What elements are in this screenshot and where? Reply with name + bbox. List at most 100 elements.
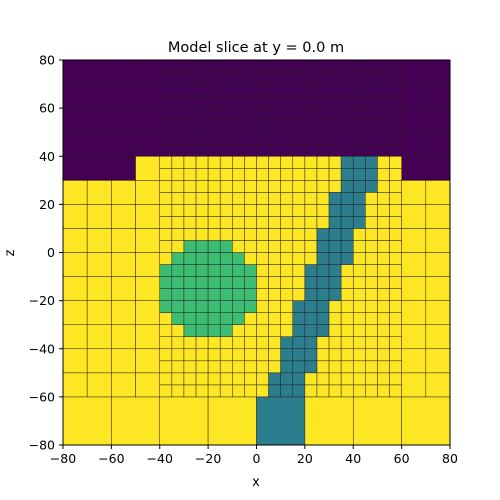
- mesh-cell-sphere: [159, 276, 173, 289]
- mesh-cell-air: [86, 107, 112, 133]
- mesh-cell-air: [159, 143, 173, 157]
- mesh-cell-air: [232, 59, 245, 73]
- mesh-cell-dipping_block: [292, 372, 306, 386]
- mesh-cell-air: [425, 83, 451, 109]
- mesh-cell-air: [377, 143, 390, 157]
- mesh-cell-background: [62, 348, 88, 374]
- mesh-cell-background: [62, 396, 112, 446]
- mesh-cell-air: [389, 71, 402, 85]
- mesh-cell-background: [232, 192, 245, 205]
- mesh-cell-background: [340, 384, 354, 398]
- mesh-cell-background: [365, 216, 378, 229]
- mesh-cell-background: [365, 264, 378, 277]
- x-tick-label: 60: [394, 451, 410, 466]
- mesh-cell-background: [268, 240, 281, 253]
- mesh-cell-dipping_block: [352, 216, 366, 229]
- mesh-cell-air: [377, 107, 390, 121]
- mesh-cell-background: [389, 240, 402, 253]
- mesh-cell-air: [232, 71, 245, 85]
- mesh-cell-sphere: [183, 312, 197, 325]
- mesh-cell-dipping_block: [304, 348, 318, 362]
- mesh-cell-air: [365, 71, 378, 85]
- mesh-cell-background: [352, 288, 366, 301]
- mesh-cell-background: [304, 155, 318, 169]
- mesh-cell-background: [316, 155, 330, 169]
- y-tick-label: 60: [39, 101, 55, 116]
- mesh-cell-dipping_block: [292, 300, 306, 313]
- mesh-cell-background: [425, 228, 451, 253]
- mesh-cell-sphere: [195, 240, 209, 253]
- mesh-cell-background: [280, 216, 294, 229]
- mesh-cell-background: [171, 216, 185, 229]
- mesh-cell-background: [256, 252, 269, 265]
- mesh-cell-background: [280, 240, 294, 253]
- mesh-cell-sphere: [244, 264, 257, 277]
- x-tick-label: −60: [98, 451, 124, 466]
- mesh-cell-background: [244, 155, 257, 169]
- mesh-cell-dipping_block: [365, 168, 378, 181]
- mesh-cell-background: [207, 204, 221, 217]
- mesh-cell-air: [183, 119, 197, 133]
- mesh-cell-air: [425, 107, 451, 133]
- mesh-cell-air: [207, 71, 221, 85]
- mesh-cell-dipping_block: [316, 324, 330, 337]
- mesh-cell-air: [171, 131, 185, 145]
- mesh-cell-background: [389, 180, 402, 193]
- mesh-cell-air: [232, 83, 245, 97]
- mesh-cell-background: [377, 216, 390, 229]
- mesh-cell-air: [365, 119, 378, 133]
- mesh-cell-background: [219, 192, 233, 205]
- mesh-cell-background: [268, 204, 281, 217]
- mesh-cell-background: [389, 228, 402, 241]
- mesh-cell-background: [195, 360, 209, 374]
- mesh-cell-air: [111, 107, 136, 133]
- mesh-cell-sphere: [171, 252, 185, 265]
- mesh-cell-background: [340, 348, 354, 362]
- mesh-cell-background: [377, 180, 390, 193]
- mesh-cell-air: [219, 119, 233, 133]
- mesh-cell-air: [340, 59, 354, 73]
- mesh-cell-background: [219, 384, 233, 398]
- mesh-cell-background: [219, 372, 233, 386]
- mesh-cell-background: [219, 360, 233, 374]
- mesh-cell-background: [352, 324, 366, 337]
- mesh-cell-background: [377, 264, 390, 277]
- mesh-cell-air: [292, 59, 306, 73]
- mesh-cell-background: [159, 228, 173, 241]
- mesh-cell-background: [159, 216, 173, 229]
- mesh-cell-background: [377, 240, 390, 253]
- mesh-cell-dipping_block: [340, 180, 354, 193]
- mesh-cell-background: [352, 300, 366, 313]
- mesh-cell-air: [171, 107, 185, 121]
- mesh-cell-air: [292, 119, 306, 133]
- y-tick-label: −20: [29, 293, 55, 308]
- mesh-cell-sphere: [183, 252, 197, 265]
- mesh-cell-air: [268, 131, 281, 145]
- mesh-cell-dipping_block: [328, 276, 342, 289]
- mesh-cell-background: [389, 336, 402, 350]
- mesh-cell-air: [316, 59, 330, 73]
- mesh-cell-background: [244, 348, 257, 362]
- mesh-cell-background: [159, 360, 173, 374]
- mesh-cell-background: [159, 324, 173, 337]
- mesh-cell-air: [86, 131, 112, 157]
- mesh-cell-background: [377, 384, 390, 398]
- mesh-cell-background: [159, 192, 173, 205]
- mesh-cell-background: [425, 204, 451, 229]
- mesh-cell-air: [62, 131, 88, 157]
- mesh-cell-background: [328, 324, 342, 337]
- mesh-cell-background: [401, 276, 427, 301]
- mesh-cell-air: [183, 71, 197, 85]
- mesh-cell-air: [401, 107, 427, 133]
- mesh-cell-air: [352, 71, 366, 85]
- mesh-cell-background: [377, 288, 390, 301]
- mesh-cell-background: [135, 300, 161, 325]
- mesh-cell-background: [328, 372, 342, 386]
- mesh-cell-dipping_block: [292, 324, 306, 337]
- mesh-cell-sphere: [183, 300, 197, 313]
- mesh-cell-background: [340, 300, 354, 313]
- mesh-cell-background: [171, 192, 185, 205]
- mesh-cell-background: [268, 288, 281, 301]
- mesh-cell-background: [219, 204, 233, 217]
- mesh-cell-dipping_block: [328, 252, 342, 265]
